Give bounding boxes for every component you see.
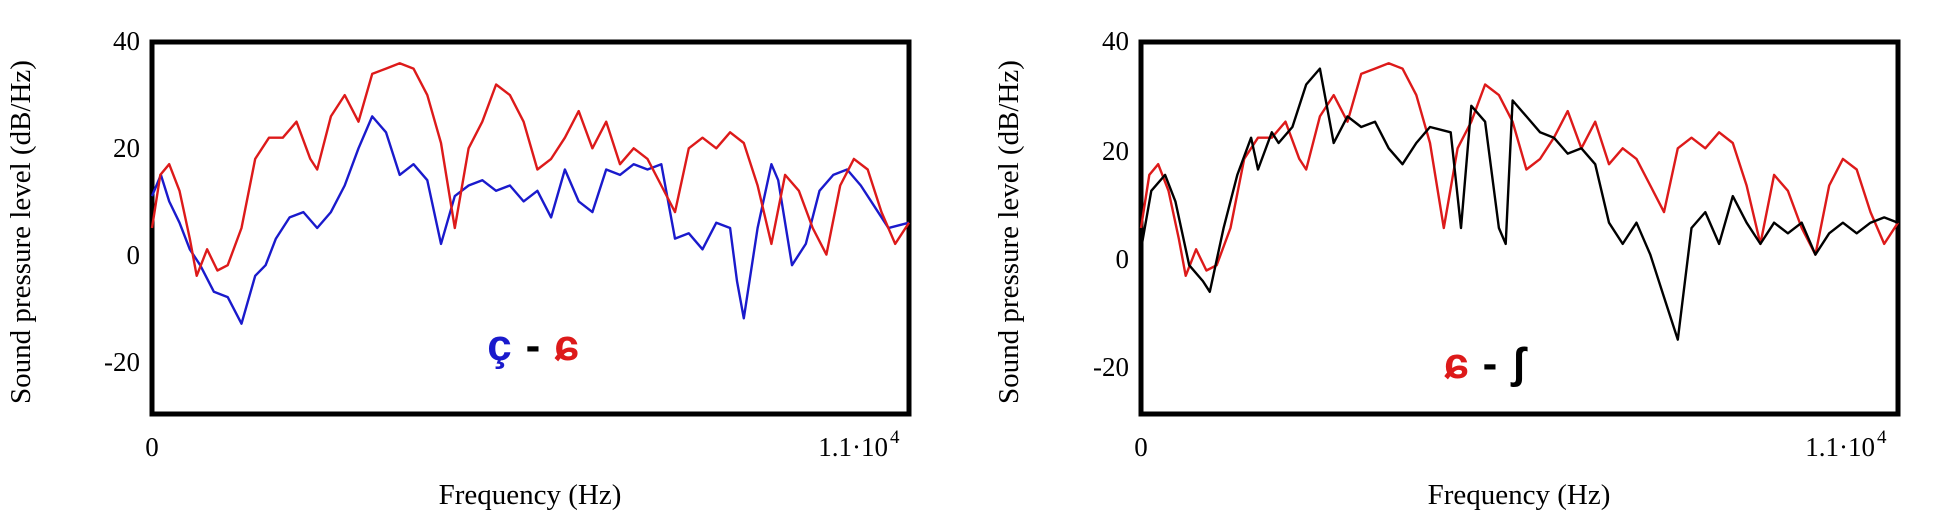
y-axis-title: Sound pressure level (dB/Hz) — [993, 60, 1025, 404]
y-tick-label: 40 — [1102, 26, 1129, 56]
x-tick-label: 0 — [145, 432, 159, 462]
x-tick-exponent: 4 — [890, 427, 900, 448]
y-tick-label: 0 — [1116, 244, 1130, 274]
x-tick-label: 0 — [1134, 432, 1148, 462]
x-axis-title: Frequency (Hz) — [1428, 479, 1611, 511]
series-line-1 — [150, 62, 911, 277]
x-axis-title: Frequency (Hz) — [439, 479, 622, 511]
x-tick-label: 1.1·10 — [818, 432, 888, 462]
y-tick-label: 0 — [127, 240, 141, 270]
series-line-1 — [1139, 67, 1899, 341]
y-tick-label: 40 — [113, 26, 140, 56]
series-line-0 — [150, 115, 910, 325]
y-tick-label: -20 — [1093, 352, 1129, 382]
y-tick-label: 20 — [1102, 136, 1129, 166]
y-tick-label: -20 — [104, 347, 140, 377]
legend: ç-ɕ — [487, 321, 579, 370]
x-tick-label: 1.1·10 — [1805, 432, 1875, 462]
legend: ɕ-ʃ — [1444, 339, 1528, 388]
legend-symbol-c-curl: ɕ — [554, 321, 578, 370]
x-tick-exponent: 4 — [1877, 427, 1887, 448]
chart-right: 40 20 0 -20 0 1.1·10 4 Frequency (Hz) So… — [993, 26, 1901, 511]
legend-symbol-c-cedilla: ç — [487, 321, 511, 370]
y-tick-label: 20 — [113, 133, 140, 163]
legend-separator: - — [526, 321, 541, 370]
legend-separator: - — [1483, 339, 1498, 388]
y-axis-title: Sound pressure level (dB/Hz) — [5, 60, 37, 404]
series-line-0 — [1139, 62, 1900, 277]
legend-symbol-c-curl: ɕ — [1444, 339, 1468, 388]
chart-left: 40 20 0 -20 0 1.1·10 4 Frequency (Hz) So… — [5, 26, 912, 511]
legend-symbol-esh: ʃ — [1510, 339, 1528, 388]
